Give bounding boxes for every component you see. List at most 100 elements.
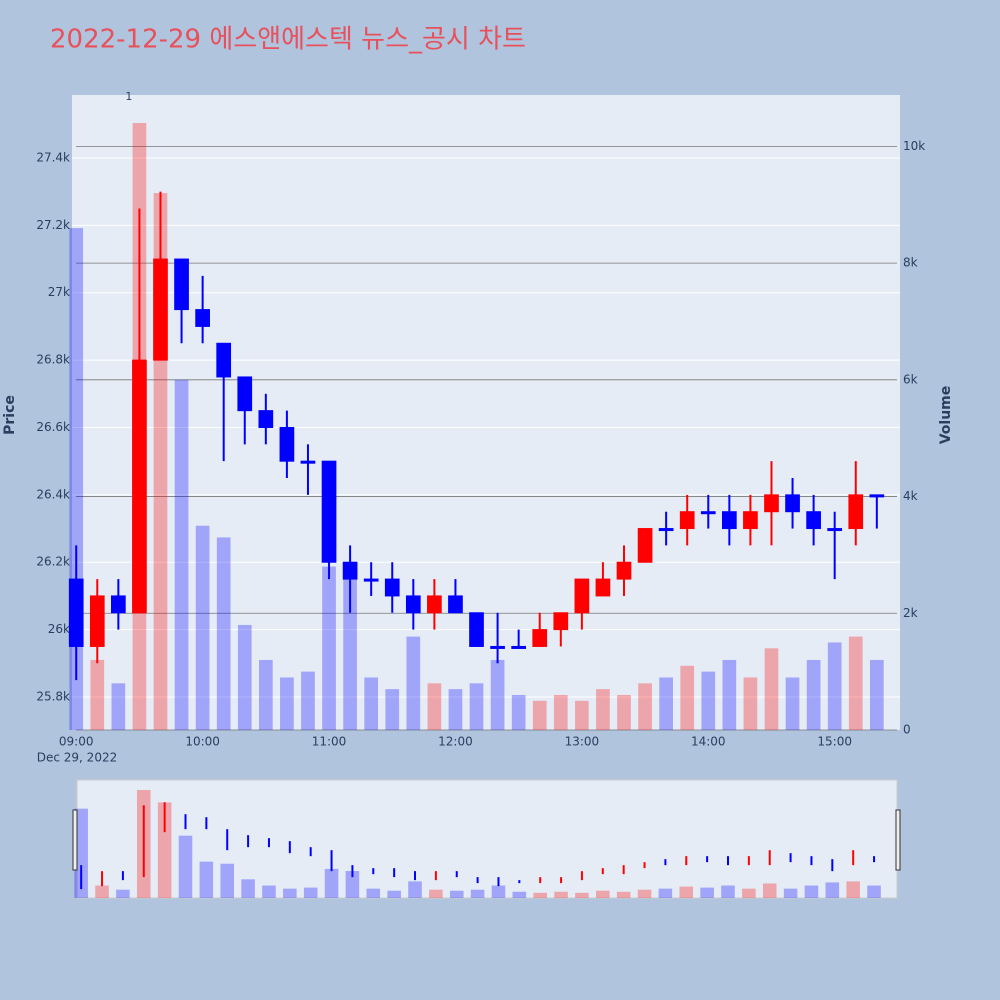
candle-body: [174, 258, 189, 311]
candle-body: [258, 410, 274, 428]
volume-bar: [406, 636, 421, 730]
slider-volume-bar: [324, 868, 339, 898]
slider-volume-bar: [867, 885, 881, 898]
volume-bar: [174, 379, 189, 730]
slider-volume-bar: [241, 879, 255, 898]
candle-body: [300, 460, 316, 464]
y2-axis-label: Volume: [938, 386, 954, 445]
slider-volume-bar: [157, 802, 172, 898]
volume-bar: [385, 689, 400, 730]
volume-bar: [575, 700, 589, 730]
candle-body: [827, 528, 843, 532]
volume-bar: [469, 683, 484, 730]
slider-volume-bar: [345, 870, 360, 898]
y2-tick-label: 4k: [903, 489, 918, 503]
slider-volume-bar: [262, 885, 276, 898]
volume-bar: [301, 671, 315, 730]
slider-volume-bar: [283, 888, 297, 898]
candle-body: [553, 612, 569, 631]
candle-body: [700, 511, 716, 515]
candle-body: [279, 426, 295, 462]
candle-body: [427, 595, 442, 614]
slider-volume-bar: [575, 892, 589, 898]
candle-body: [153, 258, 168, 361]
y-tick-label: 26.6k: [36, 420, 70, 434]
y2-tick-label: 10k: [903, 139, 925, 153]
volume-bar: [553, 694, 568, 730]
slider-volume-bar: [408, 881, 422, 898]
range-slider[interactable]: [76, 779, 898, 899]
candle-body: [68, 578, 84, 647]
y-tick-label: 27k: [48, 285, 70, 299]
candle-body: [111, 595, 126, 614]
volume-bar: [848, 636, 863, 730]
slider-volume-bar: [303, 887, 318, 898]
candle-body: [806, 511, 821, 530]
volume-bar: [764, 648, 779, 730]
candle-body: [195, 309, 210, 327]
slider-volume-bar: [658, 888, 673, 898]
candle-body: [448, 595, 463, 614]
slider-volume-bar: [596, 890, 610, 898]
y-tick-label: 27.4k: [36, 150, 70, 164]
volume-bar: [258, 659, 273, 730]
slider-volume-bar: [116, 889, 130, 898]
y-tick-label: 25.8k: [36, 689, 70, 703]
volume-bar: [448, 689, 463, 730]
candle-body: [658, 528, 674, 532]
y2-tick-label: 2k: [903, 606, 918, 620]
volume-bar: [511, 694, 526, 730]
slider-volume-bar: [512, 891, 527, 898]
volume-bar: [532, 700, 547, 730]
x-tick-label: 09:00: [59, 735, 94, 749]
slider-handle[interactable]: [72, 809, 78, 871]
volume-bar: [659, 677, 673, 730]
candle-body: [743, 511, 758, 530]
volume-bar: [490, 659, 505, 730]
volume-bar: [216, 537, 231, 730]
candle-body: [237, 376, 253, 412]
slider-volume-bar: [387, 890, 401, 898]
volume-bar: [785, 677, 800, 730]
slider-volume-bar: [700, 887, 714, 898]
volume-bar: [638, 683, 652, 730]
candle-body: [721, 511, 737, 530]
slider-volume-bar: [762, 883, 777, 898]
volume-bar: [111, 683, 126, 730]
slider-volume-bar: [554, 891, 568, 898]
y-tick-label: 26k: [48, 622, 70, 636]
volume-bar: [195, 525, 210, 730]
x-date-label: Dec 29, 2022: [37, 751, 117, 765]
x-tick-label: 11:00: [312, 735, 347, 749]
y-tick-label: 26.2k: [36, 555, 70, 569]
slider-volume-bar: [533, 892, 547, 898]
volume-bar: [722, 659, 737, 730]
volume-bar: [322, 566, 336, 730]
volume-bar: [869, 659, 884, 730]
candle-body: [869, 494, 885, 498]
volume-bar: [596, 689, 610, 730]
candle-body: [679, 511, 695, 530]
candle-body: [511, 645, 527, 649]
x-tick-label: 13:00: [565, 735, 600, 749]
volume-bar: [806, 659, 821, 730]
candle-body: [132, 359, 147, 614]
volume-bar: [827, 642, 842, 730]
x-tick-label: 12:00: [438, 735, 473, 749]
candle-body: [574, 578, 590, 614]
y2-tick-label: 6k: [903, 372, 918, 386]
slider-volume-bar: [721, 885, 735, 898]
slider-volume-bar: [470, 889, 485, 898]
slider-handle[interactable]: [895, 809, 901, 871]
candle-body: [764, 494, 779, 513]
candle-body: [848, 494, 864, 530]
x-tick-label: 14:00: [691, 735, 726, 749]
y2-tick-label: 0: [903, 723, 911, 737]
chart-title: 2022-12-29 에스앤에스텍 뉴스_공시 차트: [50, 25, 526, 55]
slider-volume-bar: [742, 888, 756, 898]
slider-volume-bar: [220, 863, 235, 898]
candle-body: [321, 460, 337, 563]
y-tick-label: 26.4k: [36, 487, 70, 501]
slider-volume-bar: [366, 888, 381, 898]
